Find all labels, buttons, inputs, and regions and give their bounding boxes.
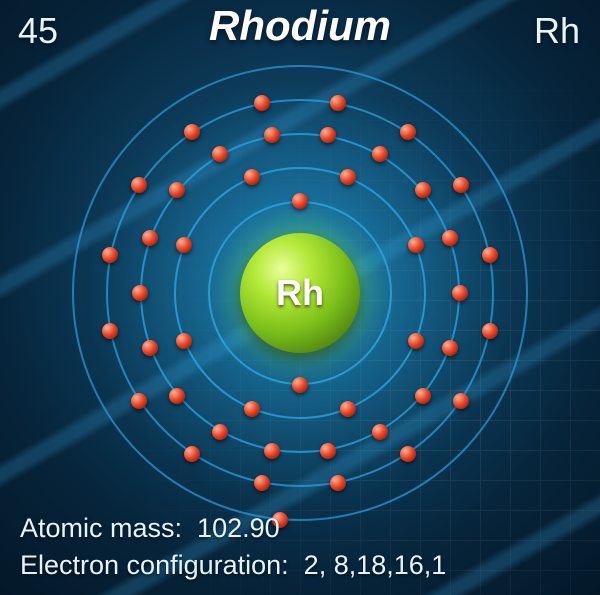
electron	[254, 95, 270, 111]
electron	[320, 443, 336, 459]
electron	[453, 393, 469, 409]
electron	[372, 424, 388, 440]
electron	[264, 443, 280, 459]
electron	[415, 182, 431, 198]
electron	[330, 95, 346, 111]
electron-config-label: Electron configuration:	[20, 550, 289, 580]
electron	[330, 475, 346, 491]
nucleus-label: Rh	[276, 272, 324, 314]
element-name: Rhodium	[209, 2, 391, 50]
electron	[442, 340, 458, 356]
electron	[482, 323, 498, 339]
electron	[131, 177, 147, 193]
atomic-mass-label: Atomic mass:	[20, 513, 182, 543]
atom-diagram: Rh	[65, 58, 535, 528]
electron	[340, 169, 356, 185]
electron	[131, 393, 147, 409]
electron	[400, 124, 416, 140]
electron	[452, 285, 468, 301]
electron	[142, 230, 158, 246]
atomic-mass-value: 102.90	[197, 513, 280, 543]
footer-info: Atomic mass: 102.90 Electron configurati…	[20, 510, 580, 583]
electron	[142, 340, 158, 356]
electron	[102, 247, 118, 263]
electron	[292, 377, 308, 393]
electron	[415, 388, 431, 404]
electron	[132, 285, 148, 301]
electron	[244, 169, 260, 185]
electron	[184, 124, 200, 140]
atomic-number: 45	[18, 10, 58, 52]
electron-config-value: 2, 8,18,16,1	[304, 550, 447, 580]
electron	[400, 446, 416, 462]
electron	[176, 333, 192, 349]
electron	[102, 323, 118, 339]
electron	[212, 424, 228, 440]
element-symbol-corner: Rh	[534, 10, 580, 52]
electron	[176, 237, 192, 253]
electron	[292, 193, 308, 209]
nucleus: Rh	[240, 233, 360, 353]
